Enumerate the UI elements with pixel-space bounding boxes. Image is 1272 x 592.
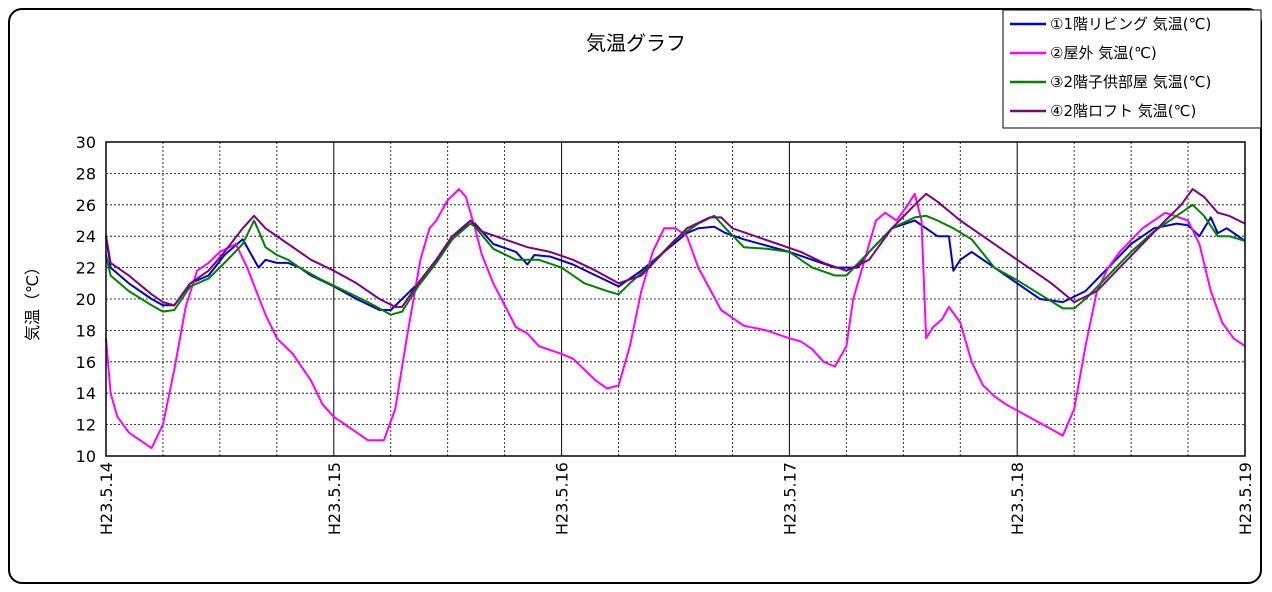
y-tick-label-8: 26 [76,196,96,215]
x-tick-label-4: H23.5.18 [1008,462,1027,535]
x-tick-label-5: H23.5.19 [1236,462,1255,535]
y-tick-label-9: 28 [76,164,96,183]
y-tick-label-6: 22 [76,259,96,278]
y-tick-label-10: 30 [76,133,96,152]
y-tick-label-3: 16 [76,353,96,372]
y-axis-label: 気温（℃） [23,259,42,341]
plot-lines [105,188,1246,450]
grid-lines [106,142,1245,456]
y-tick-label-7: 24 [76,227,96,246]
x-tick-label-1: H23.5.15 [325,462,344,535]
legend-box [1002,9,1262,129]
y-tick-label-0: 10 [76,447,96,466]
chart-title: 気温グラフ [586,31,686,55]
series-line-2 [105,188,1246,450]
y-tick-label-5: 20 [76,290,96,309]
legend-label-2: ②屋外 気温(℃) [1050,44,1157,62]
x-tick-label-2: H23.5.16 [553,462,572,535]
x-tick-label-3: H23.5.17 [780,462,799,535]
series-line-3 [105,203,1246,316]
x-tick-label-0: H23.5.14 [97,462,116,535]
x-axis-ticks: H23.5.14 H23.5.15 H23.5.16 H23.5.17 H23.5.18… [97,462,1255,535]
legend-label-3: ③2階子供部屋 気温(℃) [1050,73,1211,91]
y-tick-label-1: 12 [76,416,96,435]
y-tick-label-2: 14 [76,384,96,403]
y-tick-label-4: 18 [76,321,96,340]
plot-area-border [105,141,1246,457]
legend-label-1: ①1階リビング 気温(℃) [1050,15,1211,33]
legend: ①1階リビング 気温(℃) ②屋外 気温(℃) ③2階子供部屋 気温(℃) ④2階ロフ… [1002,9,1262,129]
legend-label-4: ④2階ロフト 気温(℃) [1050,102,1196,120]
y-axis-ticks: 10 12 14 16 18 20 22 24 26 28 30 [76,133,96,466]
series-line-4 [105,188,1246,308]
